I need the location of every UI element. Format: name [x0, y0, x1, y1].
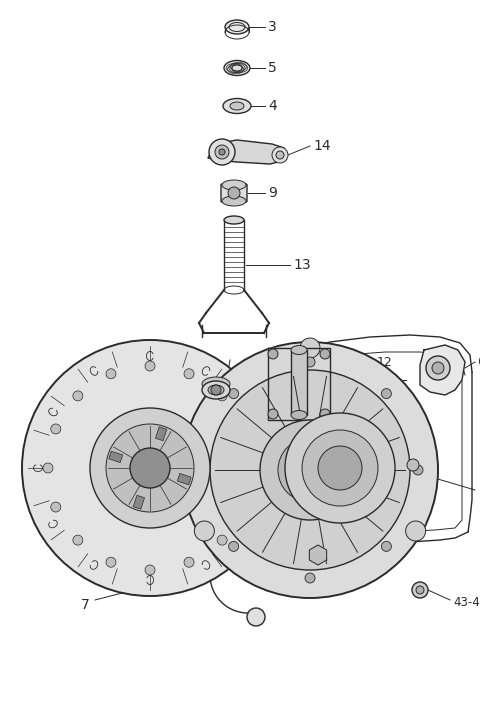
Ellipse shape	[225, 20, 249, 34]
Polygon shape	[420, 345, 465, 395]
Circle shape	[217, 391, 227, 401]
Text: 43-430: 43-430	[453, 596, 480, 609]
Circle shape	[106, 424, 194, 512]
Bar	[109, 451, 123, 462]
Circle shape	[106, 557, 116, 567]
Ellipse shape	[202, 377, 230, 391]
Bar	[177, 473, 191, 485]
Circle shape	[197, 465, 207, 475]
Circle shape	[22, 340, 278, 596]
Text: 10: 10	[150, 383, 168, 397]
Circle shape	[211, 385, 221, 395]
Bar	[133, 495, 144, 509]
Text: 8: 8	[203, 436, 212, 450]
Text: 13: 13	[293, 258, 311, 272]
FancyBboxPatch shape	[221, 184, 247, 202]
Circle shape	[247, 608, 265, 626]
Ellipse shape	[291, 411, 307, 419]
Circle shape	[51, 502, 61, 512]
Circle shape	[247, 463, 257, 473]
Circle shape	[382, 542, 391, 551]
Polygon shape	[309, 545, 327, 565]
Circle shape	[182, 342, 438, 598]
Circle shape	[210, 370, 410, 570]
Circle shape	[426, 356, 450, 380]
Circle shape	[217, 535, 227, 545]
Circle shape	[73, 535, 83, 545]
Circle shape	[239, 424, 249, 434]
Circle shape	[228, 187, 240, 199]
Circle shape	[302, 430, 378, 506]
Ellipse shape	[223, 98, 251, 114]
Circle shape	[294, 454, 326, 486]
Circle shape	[432, 362, 444, 374]
Circle shape	[382, 389, 391, 399]
Circle shape	[130, 448, 170, 488]
Circle shape	[219, 149, 225, 155]
Text: 12: 12	[377, 357, 393, 370]
Text: 1: 1	[478, 485, 480, 499]
Text: 2: 2	[273, 575, 282, 589]
Circle shape	[407, 459, 419, 471]
Ellipse shape	[208, 385, 224, 395]
Text: 3: 3	[268, 20, 277, 34]
Circle shape	[194, 521, 215, 541]
Circle shape	[184, 557, 194, 567]
Polygon shape	[268, 348, 330, 420]
Circle shape	[278, 438, 342, 502]
Ellipse shape	[224, 216, 244, 224]
Circle shape	[239, 502, 249, 512]
Circle shape	[413, 465, 423, 475]
Text: 5: 5	[268, 61, 277, 75]
Circle shape	[300, 338, 320, 358]
Circle shape	[43, 463, 53, 473]
Circle shape	[260, 420, 360, 520]
Ellipse shape	[222, 180, 246, 190]
Circle shape	[406, 521, 426, 541]
Circle shape	[268, 349, 278, 359]
Circle shape	[228, 389, 239, 399]
Ellipse shape	[224, 60, 250, 76]
Text: 11: 11	[357, 433, 373, 446]
Circle shape	[145, 361, 155, 371]
Circle shape	[90, 408, 210, 528]
Circle shape	[276, 151, 284, 159]
Bar	[156, 427, 167, 440]
Text: 14: 14	[313, 139, 331, 153]
Circle shape	[320, 409, 330, 419]
Ellipse shape	[202, 381, 230, 399]
Circle shape	[228, 542, 239, 551]
Circle shape	[320, 349, 330, 359]
Ellipse shape	[291, 346, 307, 355]
Circle shape	[184, 369, 194, 379]
Circle shape	[318, 446, 362, 490]
Text: 9: 9	[268, 186, 277, 200]
Circle shape	[285, 413, 395, 523]
Circle shape	[106, 369, 116, 379]
Circle shape	[272, 147, 288, 163]
Text: 4: 4	[268, 99, 277, 113]
Circle shape	[268, 409, 278, 419]
Polygon shape	[208, 140, 287, 164]
Circle shape	[305, 357, 315, 367]
Circle shape	[305, 573, 315, 583]
Circle shape	[51, 424, 61, 434]
Text: 7: 7	[81, 598, 90, 612]
Ellipse shape	[230, 102, 244, 110]
Circle shape	[145, 565, 155, 575]
Circle shape	[412, 582, 428, 598]
Text: 6: 6	[478, 355, 480, 369]
Circle shape	[73, 391, 83, 401]
Circle shape	[209, 139, 235, 165]
Ellipse shape	[222, 196, 246, 206]
Bar	[291, 350, 307, 415]
Circle shape	[215, 145, 229, 159]
Circle shape	[416, 586, 424, 594]
